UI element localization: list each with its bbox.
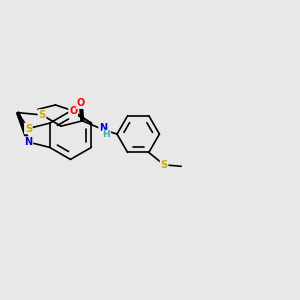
Text: N: N <box>99 123 107 133</box>
Text: N: N <box>24 137 32 147</box>
Text: S: S <box>38 110 46 120</box>
Text: O: O <box>77 98 85 108</box>
Text: H: H <box>103 130 110 140</box>
Text: O: O <box>69 106 77 116</box>
Text: S: S <box>160 160 168 170</box>
Text: S: S <box>25 124 32 134</box>
